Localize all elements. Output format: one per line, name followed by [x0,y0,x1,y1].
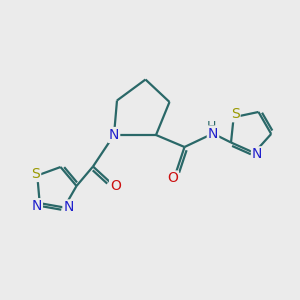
Text: S: S [231,107,239,121]
Text: N: N [252,147,262,161]
Text: O: O [167,172,178,185]
Text: N: N [63,200,74,214]
Text: H: H [207,119,216,133]
Text: O: O [110,179,121,193]
Text: N: N [32,199,42,213]
Text: S: S [32,167,40,181]
Text: N: N [109,128,119,142]
Text: N: N [208,127,218,140]
